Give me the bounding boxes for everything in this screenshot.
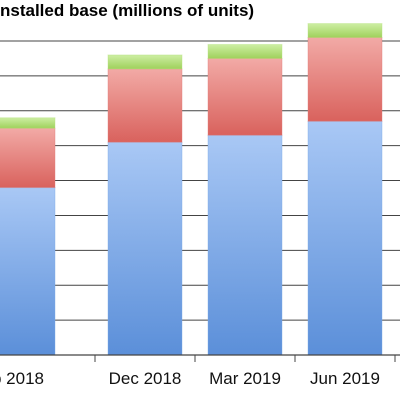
bar-segment: [307, 37, 383, 122]
x-tick-label: Dec 2018: [109, 369, 182, 388]
bar-segment: [107, 54, 183, 70]
bar-segment: [207, 57, 283, 136]
bars: [0, 23, 383, 356]
x-axis: p 2018 Dec 2018 Mar 2019 Jun 2019: [0, 354, 400, 388]
x-tick-label: Mar 2019: [209, 369, 281, 388]
x-tick-label: p 2018: [0, 369, 44, 388]
bar-segment: [0, 117, 56, 129]
bar-segment: [307, 23, 383, 39]
bar-segment: [207, 134, 283, 356]
x-tick-label: Jun 2019: [310, 369, 380, 388]
bar-segment: [0, 187, 56, 356]
bar-segment: [107, 68, 183, 143]
bar-segment: [107, 141, 183, 356]
bar-segment: [307, 120, 383, 356]
chart-title: nstalled base (millions of units): [0, 1, 255, 20]
bar-segment: [0, 127, 56, 189]
bar-segment: [207, 43, 283, 59]
